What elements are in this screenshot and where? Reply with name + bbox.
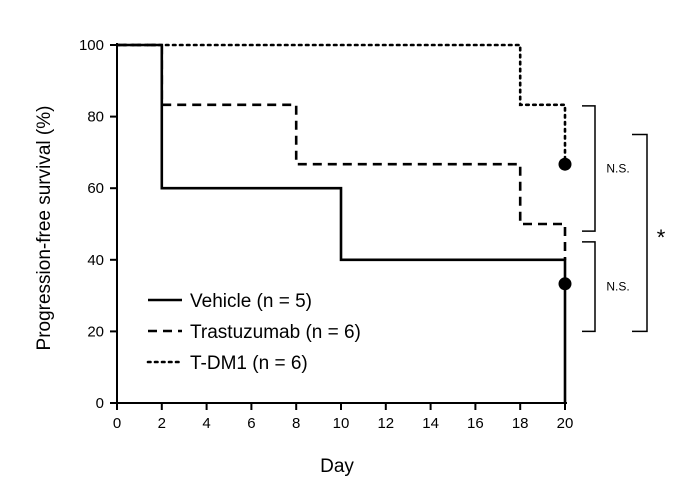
end-markers [558, 157, 572, 291]
y-axis-title: Progression-free survival (%) [34, 106, 55, 351]
y-tick-label: 40 [87, 252, 104, 269]
bracket-significant [632, 133, 648, 333]
x-tick-label: 14 [422, 415, 439, 432]
legend-label-3: T-DM1 (n = 6) [190, 353, 308, 374]
legend-label-2: Trastuzumab (n = 6) [190, 322, 361, 343]
x-tick-label: 18 [512, 415, 529, 432]
x-axis-title: Day [320, 456, 354, 477]
y-tick-label: 80 [87, 109, 104, 126]
sig-label-star: * [657, 225, 666, 250]
y-tick-label: 0 [96, 395, 104, 412]
y-tick-label: 100 [79, 37, 104, 54]
x-tick-label: 16 [467, 415, 484, 432]
x-tick-label: 2 [158, 415, 166, 432]
significance-annotations: N.S. N.S. * [582, 105, 666, 333]
x-tick-label: 0 [113, 415, 121, 432]
y-tick-label: 60 [87, 180, 104, 197]
series-line-2 [117, 43, 567, 260]
bracket-ns-upper [582, 105, 596, 232]
x-tick-label: 4 [202, 415, 210, 432]
series-line-3 [115, 43, 567, 166]
x-tick-label: 8 [292, 415, 300, 432]
end-marker-3 [558, 157, 572, 171]
x-tick-label: 6 [247, 415, 255, 432]
y-tick-label: 20 [87, 323, 104, 340]
legend: Vehicle (n = 5) Trastuzumab (n = 6) T-DM1 … [146, 291, 361, 374]
axes: 0 2 4 6 8 10 12 14 16 18 20 0 20 40 60 80 100 [79, 37, 573, 432]
sig-label-lower: N.S. [606, 280, 629, 294]
x-tick-label: 10 [333, 415, 350, 432]
series-line-1 [117, 43, 567, 403]
sig-label-upper: N.S. [606, 162, 629, 176]
end-marker-1 [558, 277, 572, 291]
legend-label-1: Vehicle (n = 5) [190, 291, 312, 312]
bracket-ns-lower [582, 241, 596, 333]
series-lines [115, 43, 567, 403]
x-tick-label: 12 [377, 415, 394, 432]
x-tick-label: 20 [557, 415, 574, 432]
